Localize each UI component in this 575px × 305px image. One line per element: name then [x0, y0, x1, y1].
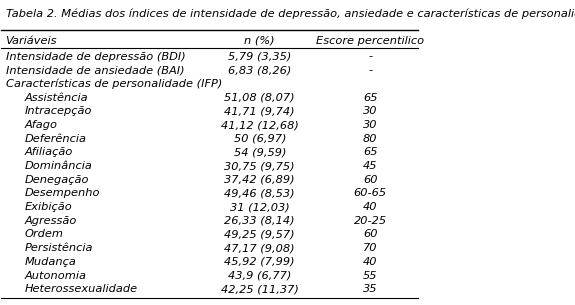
Text: 5,79 (3,35): 5,79 (3,35)	[228, 52, 292, 62]
Text: Heterossexualidade: Heterossexualidade	[24, 284, 137, 294]
Text: 60: 60	[363, 175, 377, 185]
Text: 6,83 (8,26): 6,83 (8,26)	[228, 65, 292, 75]
Text: Autonomia: Autonomia	[24, 271, 86, 281]
Text: Intensidade de depressão (BDI): Intensidade de depressão (BDI)	[6, 52, 185, 62]
Text: 65: 65	[363, 147, 377, 157]
Text: 41,12 (12,68): 41,12 (12,68)	[221, 120, 299, 130]
Text: 55: 55	[363, 271, 377, 281]
Text: 20-25: 20-25	[354, 216, 387, 226]
Text: 50 (6,97): 50 (6,97)	[233, 134, 286, 144]
Text: Intensidade de ansiedade (BAI): Intensidade de ansiedade (BAI)	[6, 65, 184, 75]
Text: 26,33 (8,14): 26,33 (8,14)	[224, 216, 295, 226]
Text: Deferência: Deferência	[24, 134, 86, 144]
Text: n (%): n (%)	[244, 36, 275, 46]
Text: 49,25 (9,57): 49,25 (9,57)	[224, 229, 295, 239]
Text: 49,46 (8,53): 49,46 (8,53)	[224, 188, 295, 199]
Text: 54 (9,59): 54 (9,59)	[233, 147, 286, 157]
Text: 65: 65	[363, 93, 377, 103]
Text: Escore percentilico: Escore percentilico	[316, 36, 424, 46]
Text: Dominância: Dominância	[24, 161, 92, 171]
Text: Desempenho: Desempenho	[24, 188, 100, 199]
Text: Afago: Afago	[24, 120, 58, 130]
Text: 43,9 (6,77): 43,9 (6,77)	[228, 271, 292, 281]
Text: 30: 30	[363, 120, 377, 130]
Text: 41,71 (9,74): 41,71 (9,74)	[224, 106, 295, 116]
Text: 40: 40	[363, 202, 377, 212]
Text: 47,17 (9,08): 47,17 (9,08)	[224, 243, 295, 253]
Text: Ordem: Ordem	[24, 229, 63, 239]
Text: 40: 40	[363, 257, 377, 267]
Text: -: -	[368, 65, 372, 75]
Text: Agressão: Agressão	[24, 216, 76, 226]
Text: Assistência: Assistência	[24, 93, 88, 103]
Text: Persistência: Persistência	[24, 243, 93, 253]
Text: 80: 80	[363, 134, 377, 144]
Text: Características de personalidade (IFP): Características de personalidade (IFP)	[6, 79, 222, 89]
Text: 42,25 (11,37): 42,25 (11,37)	[221, 284, 299, 294]
Text: Mudança: Mudança	[24, 257, 76, 267]
Text: Variáveis: Variáveis	[6, 36, 57, 46]
Text: 35: 35	[363, 284, 377, 294]
Text: 37,42 (6,89): 37,42 (6,89)	[224, 175, 295, 185]
Text: 45: 45	[363, 161, 377, 171]
Text: 45,92 (7,99): 45,92 (7,99)	[224, 257, 295, 267]
Text: 31 (12,03): 31 (12,03)	[230, 202, 290, 212]
Text: 30,75 (9,75): 30,75 (9,75)	[224, 161, 295, 171]
Text: 51,08 (8,07): 51,08 (8,07)	[224, 93, 295, 103]
Text: 60: 60	[363, 229, 377, 239]
Text: Tabela 2. Médias dos índices de intensidade de depressão, ansiedade e caracterís: Tabela 2. Médias dos índices de intensid…	[6, 9, 575, 20]
Text: Denegação: Denegação	[24, 175, 89, 185]
Text: Exibição: Exibição	[24, 202, 72, 212]
Text: -: -	[368, 52, 372, 62]
Text: 30: 30	[363, 106, 377, 116]
Text: 70: 70	[363, 243, 377, 253]
Text: Afiliação: Afiliação	[24, 147, 72, 157]
Text: 60-65: 60-65	[354, 188, 387, 199]
Text: Intracepção: Intracepção	[24, 106, 92, 116]
